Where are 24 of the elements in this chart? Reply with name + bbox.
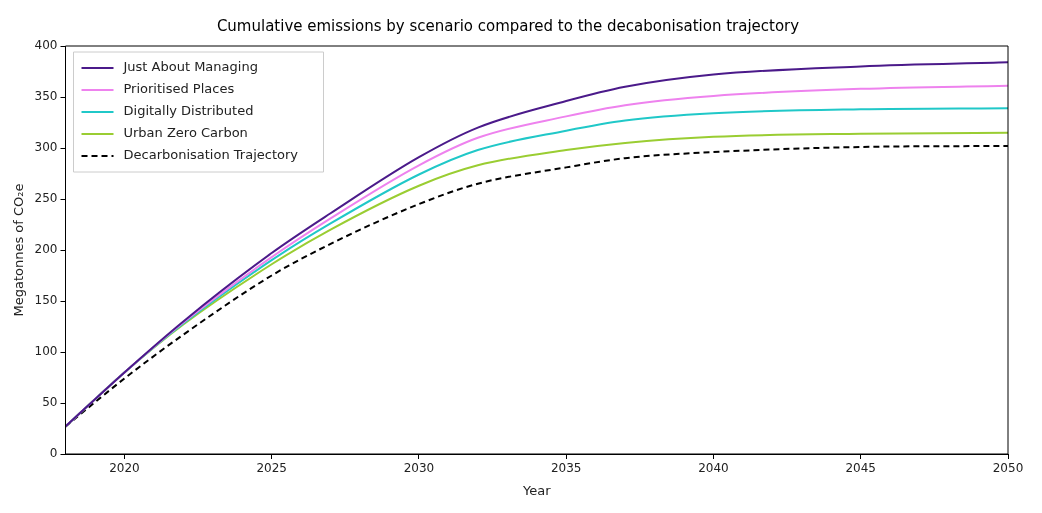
legend-label: Just About Managing <box>122 59 258 75</box>
x-tick-label: 2050 <box>992 461 1024 476</box>
x-tick-label: 2025 <box>256 461 287 476</box>
y-tick-label: 50 <box>42 395 58 410</box>
x-tick-label: 2030 <box>403 461 435 476</box>
x-tick-label: 2045 <box>845 461 877 476</box>
y-tick-label: 200 <box>34 242 58 257</box>
y-tick-label: 300 <box>34 140 58 155</box>
y-tick-label: 250 <box>34 191 58 206</box>
x-tick-label: 2020 <box>109 461 140 476</box>
chart-title: Cumulative emissions by scenario compared to the decabonisation trajectory <box>216 16 800 35</box>
y-tick-label: 400 <box>34 38 58 53</box>
y-tick-label: 350 <box>34 89 58 104</box>
legend-label: Digitally Distributed <box>123 103 254 119</box>
y-tick-label: 100 <box>34 344 58 359</box>
y-tick-label: 0 <box>49 446 58 461</box>
x-tick-label: 2035 <box>550 461 582 476</box>
legend-label: Urban Zero Carbon <box>123 125 248 141</box>
y-axis-title: Megatonnes of CO₂e <box>11 183 27 317</box>
legend-label: Prioritised Places <box>123 81 235 97</box>
legend-label: Decarbonisation Trajectory <box>123 147 299 163</box>
y-tick-label: 150 <box>34 293 58 308</box>
x-axis-title: Year <box>521 482 552 498</box>
x-tick-label: 2040 <box>698 461 729 476</box>
